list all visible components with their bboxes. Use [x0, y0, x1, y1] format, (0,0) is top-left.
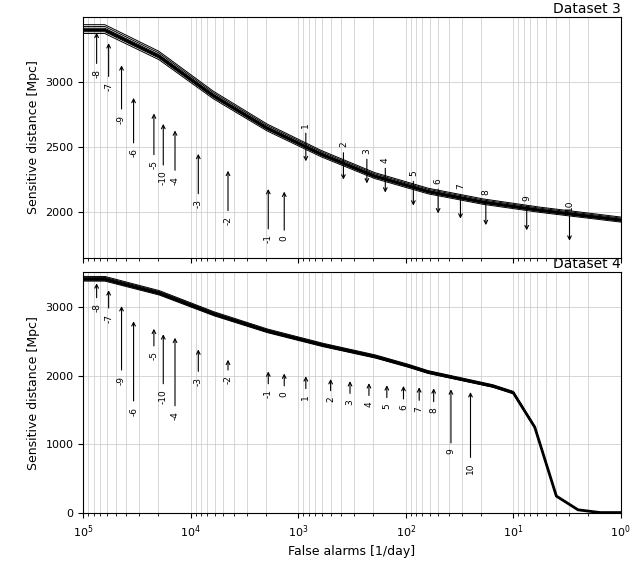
Y-axis label: Sensitive distance [Mpc]: Sensitive distance [Mpc] [27, 60, 40, 214]
Text: -1: -1 [264, 373, 273, 398]
Text: 3: 3 [346, 382, 355, 405]
Text: -7: -7 [104, 292, 113, 323]
Text: 4: 4 [381, 157, 390, 191]
Text: 0: 0 [280, 374, 289, 397]
Text: -4: -4 [170, 131, 179, 184]
Text: 1: 1 [301, 122, 310, 160]
Text: 3: 3 [362, 148, 371, 182]
Text: 7: 7 [456, 183, 465, 217]
Text: 10: 10 [466, 393, 475, 474]
X-axis label: False alarms [1/day]: False alarms [1/day] [289, 545, 415, 558]
Text: Dataset 3: Dataset 3 [553, 2, 621, 16]
Text: 2: 2 [339, 142, 348, 178]
Text: -4: -4 [170, 339, 179, 420]
Text: Dataset 4: Dataset 4 [553, 257, 621, 271]
Text: -7: -7 [104, 45, 113, 91]
Text: -3: -3 [194, 351, 203, 386]
Text: 5: 5 [409, 170, 418, 204]
Text: -5: -5 [149, 114, 159, 169]
Text: -9: -9 [117, 307, 126, 385]
Text: 5: 5 [382, 386, 391, 409]
Text: 9: 9 [522, 195, 531, 229]
Text: -2: -2 [223, 172, 232, 225]
Text: -8: -8 [92, 285, 101, 312]
Text: -10: -10 [159, 336, 168, 404]
Text: 9: 9 [447, 391, 456, 454]
Text: 6: 6 [399, 387, 408, 410]
Text: -9: -9 [117, 67, 126, 124]
Text: 7: 7 [415, 389, 424, 412]
Text: 10: 10 [565, 200, 574, 240]
Text: -6: -6 [129, 323, 138, 416]
Text: -2: -2 [223, 361, 232, 385]
Text: 8: 8 [481, 190, 490, 224]
Text: 2: 2 [326, 380, 335, 402]
Text: 8: 8 [429, 390, 438, 413]
Text: -10: -10 [159, 125, 168, 186]
Text: 4: 4 [364, 385, 374, 407]
Text: -6: -6 [129, 99, 138, 157]
Text: 1: 1 [301, 377, 310, 400]
Text: -3: -3 [194, 155, 203, 208]
Y-axis label: Sensitive distance [Mpc]: Sensitive distance [Mpc] [27, 316, 40, 470]
Text: 6: 6 [434, 178, 443, 212]
Text: -1: -1 [264, 190, 273, 244]
Text: -5: -5 [149, 330, 159, 360]
Text: -8: -8 [92, 34, 101, 78]
Text: 0: 0 [280, 193, 289, 241]
